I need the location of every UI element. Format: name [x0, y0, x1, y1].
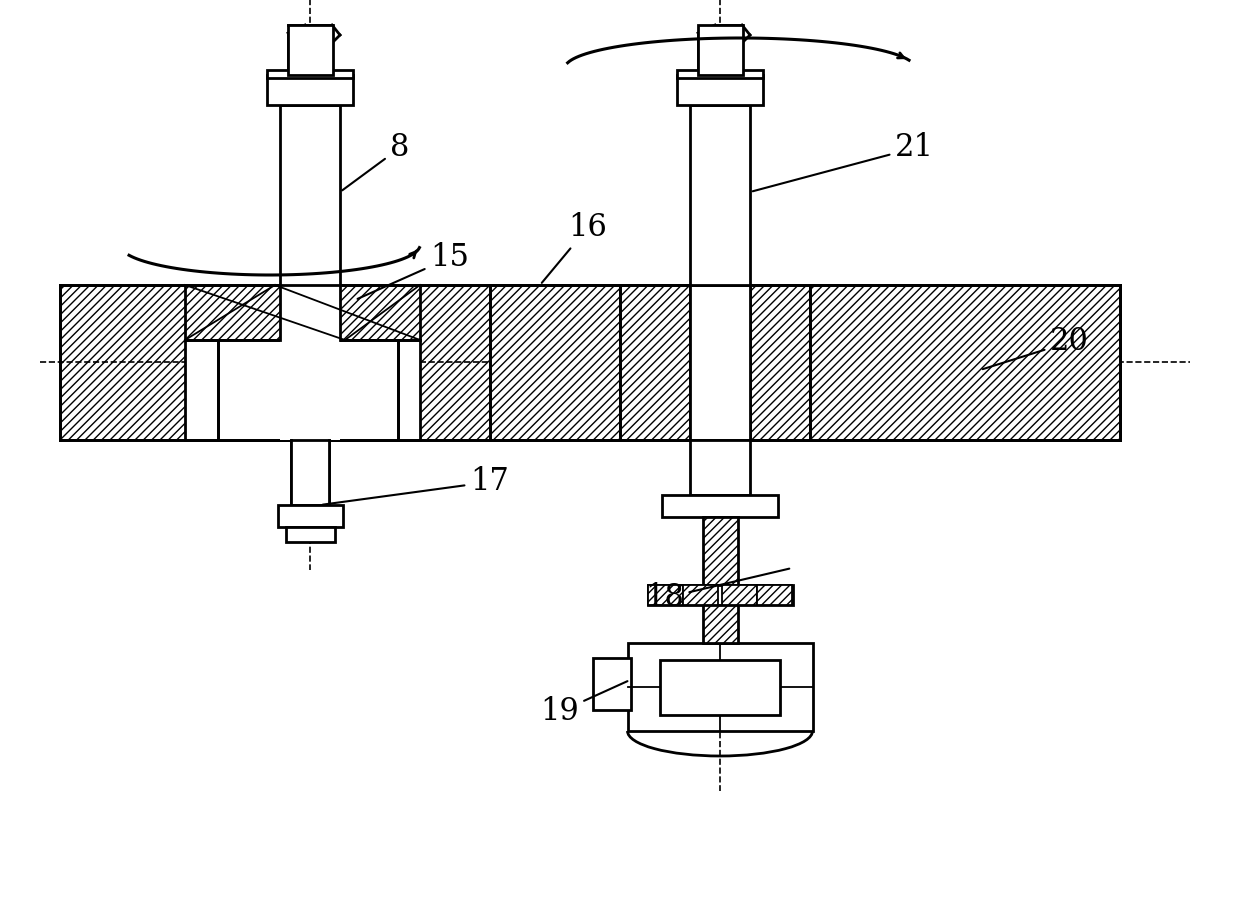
Bar [649, 585, 683, 605]
Text: 8: 8 [342, 133, 409, 191]
Bar [620, 285, 810, 440]
Bar [750, 285, 810, 440]
Bar [490, 285, 620, 440]
Bar [689, 440, 750, 495]
Bar [267, 70, 353, 78]
Bar [286, 527, 335, 542]
Bar [660, 660, 780, 715]
Bar [627, 643, 813, 731]
Bar [683, 585, 718, 605]
Bar [703, 517, 738, 585]
Bar [689, 285, 750, 440]
Bar [280, 285, 340, 440]
Bar [689, 105, 750, 285]
Text: 18: 18 [645, 568, 790, 613]
Bar [60, 285, 1120, 440]
Text: 16: 16 [542, 213, 606, 283]
Text: 20: 20 [982, 327, 1089, 369]
Bar [280, 285, 340, 340]
Bar [703, 605, 738, 643]
Bar [649, 585, 794, 605]
Bar [593, 658, 631, 710]
Bar [722, 585, 756, 605]
Bar [677, 70, 763, 78]
Bar [280, 105, 340, 285]
Bar [620, 285, 689, 440]
Bar [185, 340, 420, 440]
Bar [291, 440, 329, 505]
Bar [267, 75, 353, 105]
Text: 21: 21 [753, 133, 934, 192]
Bar [756, 585, 792, 605]
Text: 15: 15 [357, 242, 469, 299]
Bar [698, 25, 743, 75]
Bar [288, 25, 334, 75]
Bar [810, 285, 1120, 440]
Bar [677, 75, 763, 105]
Text: 17: 17 [322, 467, 508, 505]
Bar [218, 340, 398, 440]
Bar [662, 495, 777, 517]
Text: 19: 19 [539, 682, 627, 728]
Bar [185, 340, 420, 440]
Bar [278, 505, 343, 527]
